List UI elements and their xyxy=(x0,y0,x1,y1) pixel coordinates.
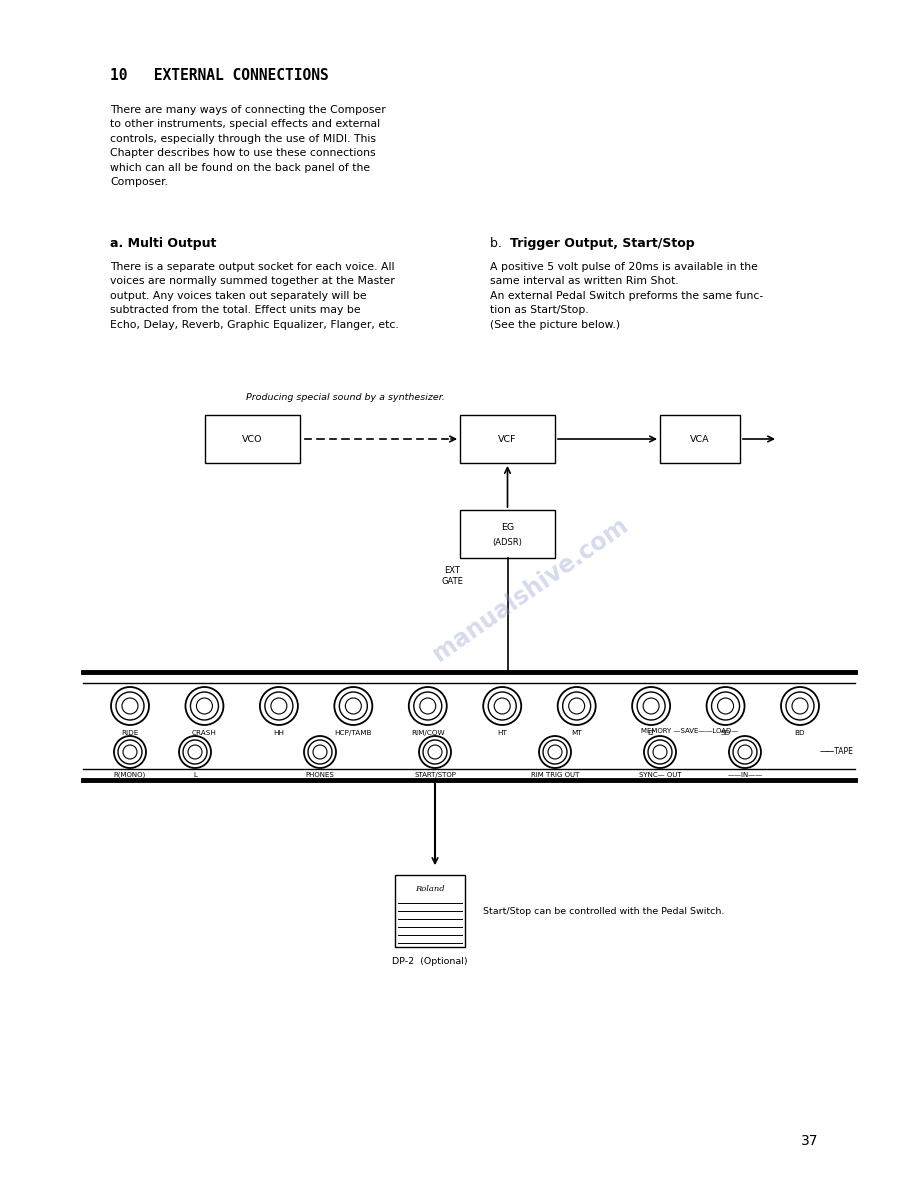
Text: SD: SD xyxy=(721,729,731,737)
Bar xyxy=(460,510,555,558)
Text: 10   EXTERNAL CONNECTIONS: 10 EXTERNAL CONNECTIONS xyxy=(110,68,329,83)
Text: RIM TRIG OUT: RIM TRIG OUT xyxy=(531,772,579,778)
Text: Start/Stop can be controlled with the Pedal Switch.: Start/Stop can be controlled with the Pe… xyxy=(483,906,724,916)
Bar xyxy=(205,415,300,463)
Text: A positive 5 volt pulse of 20ms is available in the
same interval as written Rim: A positive 5 volt pulse of 20ms is avail… xyxy=(490,263,763,329)
Text: L: L xyxy=(193,772,197,778)
Text: MEMORY —SAVE——LOAD—: MEMORY —SAVE——LOAD— xyxy=(642,728,739,734)
Text: HT: HT xyxy=(498,729,507,737)
Text: 37: 37 xyxy=(801,1135,819,1148)
Text: EG: EG xyxy=(501,524,514,532)
Text: DP-2  (Optional): DP-2 (Optional) xyxy=(392,958,468,966)
Text: CRASH: CRASH xyxy=(192,729,217,737)
Text: HH: HH xyxy=(274,729,285,737)
Text: a. Multi Output: a. Multi Output xyxy=(110,236,217,249)
Text: b.: b. xyxy=(490,236,509,249)
Text: ——IN——: ——IN—— xyxy=(727,772,763,778)
Text: START/STOP: START/STOP xyxy=(414,772,456,778)
Text: Trigger Output, Start/Stop: Trigger Output, Start/Stop xyxy=(510,236,695,249)
Text: ——TAPE: ——TAPE xyxy=(820,747,854,757)
Bar xyxy=(660,415,740,463)
Text: LT: LT xyxy=(647,729,655,737)
Bar xyxy=(460,415,555,463)
Text: There are many ways of connecting the Composer
to other instruments, special eff: There are many ways of connecting the Co… xyxy=(110,105,386,187)
Text: RIDE: RIDE xyxy=(121,729,139,737)
Text: HCP/TAMB: HCP/TAMB xyxy=(334,729,372,737)
Text: VCA: VCA xyxy=(690,435,710,443)
Text: (ADSR): (ADSR) xyxy=(493,537,522,546)
Text: SYNC— OUT: SYNC— OUT xyxy=(639,772,681,778)
Text: manualshive.com: manualshive.com xyxy=(428,513,633,666)
Text: BD: BD xyxy=(795,729,805,737)
Text: EXT
GATE: EXT GATE xyxy=(442,565,464,586)
Text: VCO: VCO xyxy=(242,435,263,443)
Text: PHONES: PHONES xyxy=(306,772,334,778)
Text: Roland: Roland xyxy=(415,885,445,893)
Text: MT: MT xyxy=(571,729,582,737)
Text: There is a separate output socket for each voice. All
voices are normally summed: There is a separate output socket for ea… xyxy=(110,263,398,329)
Text: R(MONO): R(MONO) xyxy=(114,772,146,778)
Text: RIM/COW: RIM/COW xyxy=(411,729,444,737)
Text: VCF: VCF xyxy=(498,435,517,443)
Text: Producing special sound by a synthesizer.: Producing special sound by a synthesizer… xyxy=(246,393,444,402)
Bar xyxy=(395,876,465,947)
